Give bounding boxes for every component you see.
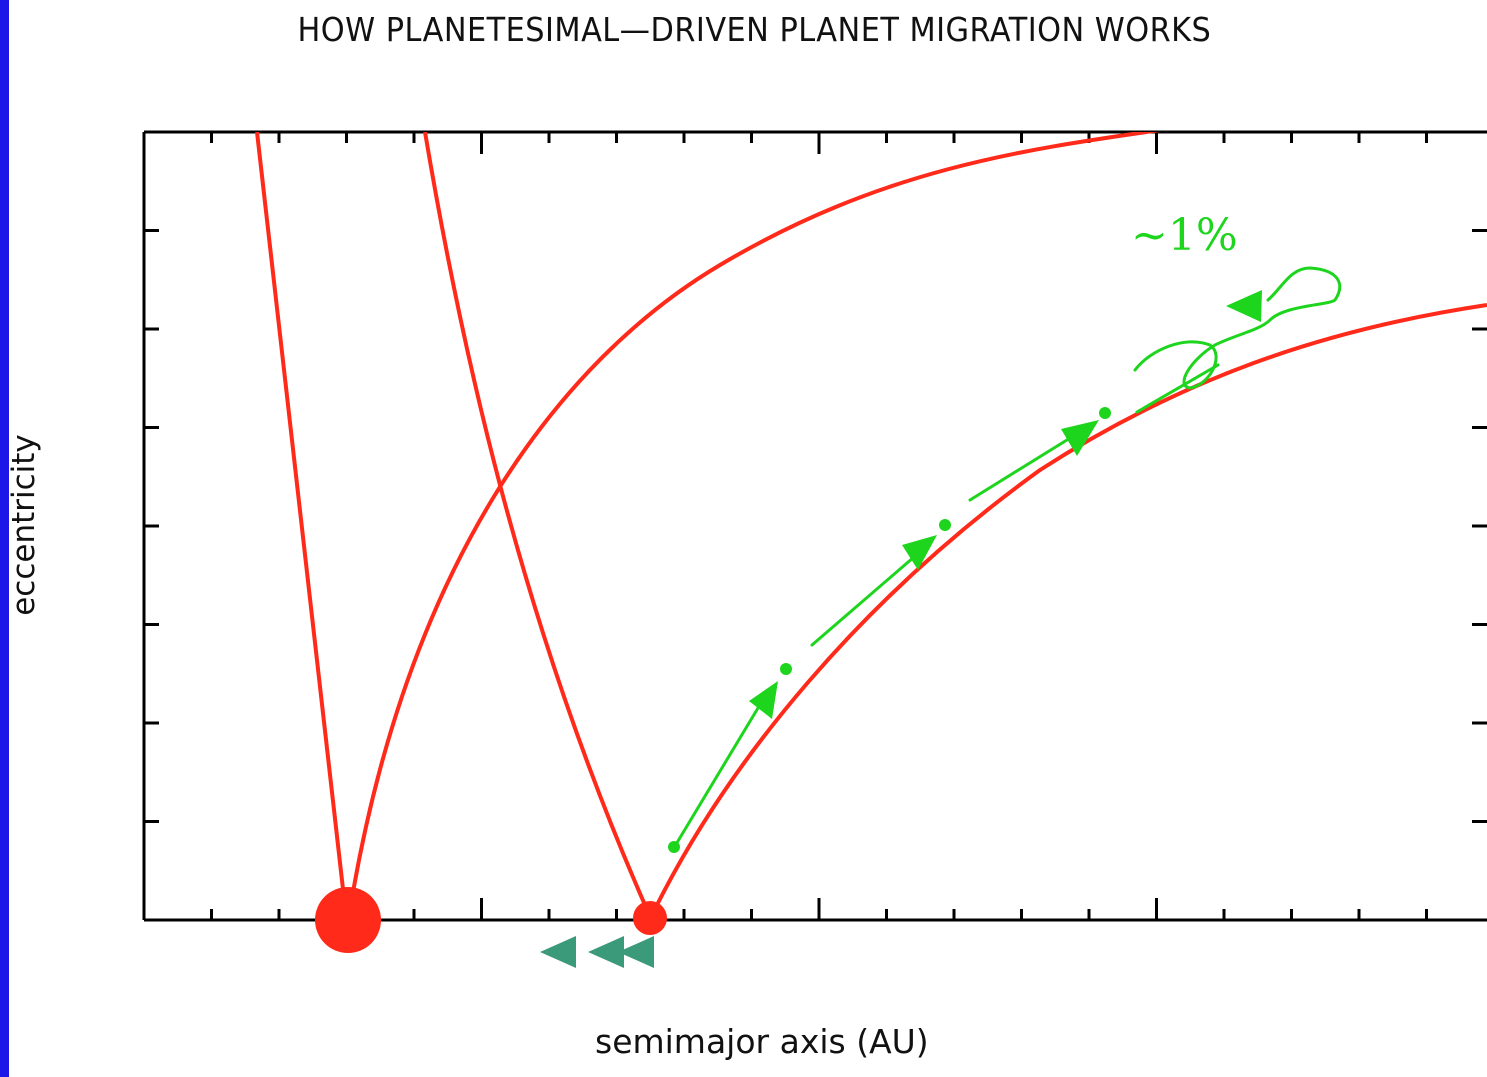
planetesimal-dot xyxy=(939,519,951,531)
scribble-path xyxy=(1133,266,1342,390)
outer-planet-left-boundary xyxy=(423,132,647,906)
arrowhead-icon xyxy=(902,535,937,570)
inner-planet xyxy=(315,887,381,953)
planetesimal-path xyxy=(673,266,1342,848)
diagram-title: HOW PLANETESIMAL—DRIVEN PLANET MIGRATION… xyxy=(297,10,1212,49)
migration-arrow-icon xyxy=(540,936,576,968)
outer-planet-right-boundary xyxy=(655,303,1487,906)
arrowhead-icon xyxy=(1226,290,1262,322)
arrowhead-icon xyxy=(1061,420,1099,456)
outer-planet xyxy=(633,901,667,935)
plot-frame xyxy=(142,130,1487,922)
diagram-panel xyxy=(9,0,1487,1077)
arrowhead-icon xyxy=(749,681,778,719)
fraction-annotation: ~1% xyxy=(1131,210,1238,261)
migration-arrow-icon xyxy=(618,936,654,968)
planetesimal-positions xyxy=(668,407,1111,853)
red-curves xyxy=(255,132,1487,906)
inner-planet-right-boundary xyxy=(350,132,1161,899)
planetesimal-dot xyxy=(668,841,680,853)
axis-ticks xyxy=(142,132,1487,920)
migration-arrow-icon xyxy=(588,936,624,968)
migration-arrows xyxy=(540,936,654,968)
inner-planet-left-boundary xyxy=(255,132,346,899)
x-axis-label: semimajor axis (AU) xyxy=(595,1022,929,1061)
planetesimal-arrowheads xyxy=(749,290,1262,719)
planetesimal-dot xyxy=(780,663,792,675)
planetesimal-dot xyxy=(1099,407,1111,419)
